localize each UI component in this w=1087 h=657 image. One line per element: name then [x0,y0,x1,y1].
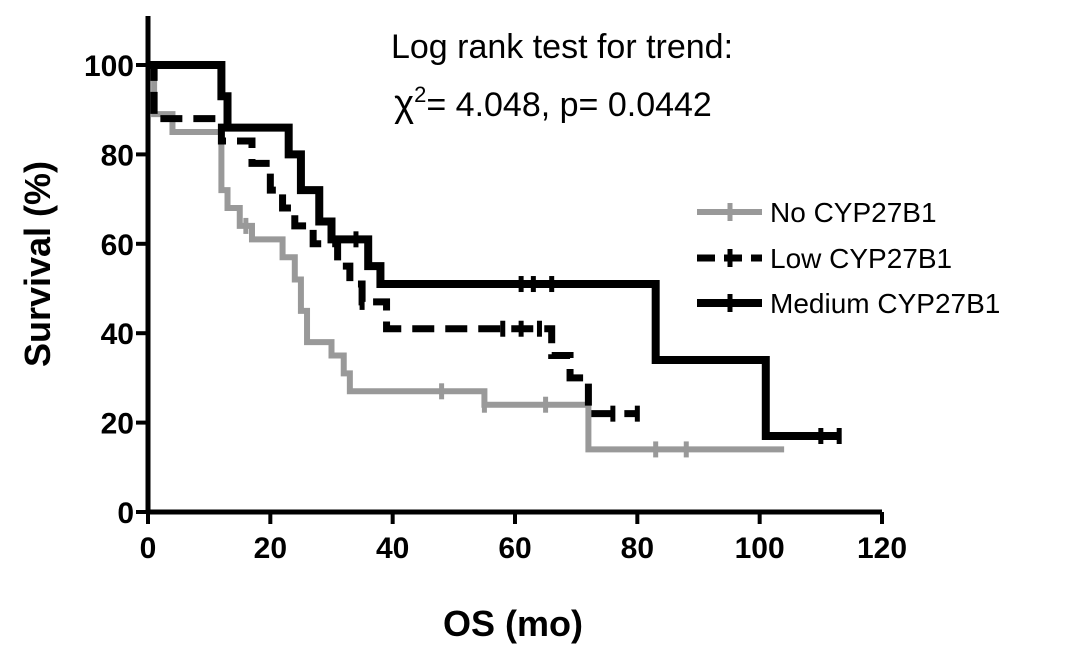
series-line-2 [148,61,840,441]
x-tick-label-0: 0 [140,532,157,565]
annotation-stat: = 4.048, p= 0.0442 [426,86,711,124]
y-tick-label-5: 100 [84,50,134,83]
legend-label-0: No CYP27B1 [770,197,937,228]
x-axis-title: OS (mo) [443,603,583,644]
annotation-line2: χ2= 4.048, p= 0.0442 [394,82,712,125]
legend-item-0: No CYP27B1 [697,197,937,228]
series-1 [148,61,640,422]
legend-item-1: Low CYP27B1 [697,243,952,274]
chi-symbol: χ [394,83,414,125]
y-tick-label-0: 0 [117,497,134,530]
legend-label-1: Low CYP27B1 [770,243,952,274]
legend: No CYP27B1 Low CYP27B1 Medium CYP27B1 [697,197,1000,319]
x-tick-label-5: 100 [735,532,785,565]
y-tick-label-3: 60 [101,229,134,262]
legend-label-2: Medium CYP27B1 [770,288,1000,319]
y-tick-label-2: 40 [101,318,134,351]
chi-superscript: 2 [414,82,426,107]
ticks: 0 20 40 60 80 100 120 0 20 40 60 80 100 [84,50,907,565]
x-tick-label-4: 80 [621,532,654,565]
x-tick-label-1: 20 [254,532,287,565]
y-tick-label-1: 20 [101,408,134,441]
series-2 [148,61,842,445]
series-line-1 [148,61,638,418]
x-tick-label-6: 120 [857,532,907,565]
series-layer [148,61,842,458]
annotation-line1: Log rank test for trend: [391,28,733,66]
y-tick-label-4: 80 [101,139,134,172]
y-axis-title: Survival (%) [17,161,58,367]
legend-item-2: Medium CYP27B1 [697,288,1000,319]
annotation: Log rank test for trend: χ2= 4.048, p= 0… [391,28,733,125]
x-tick-label-2: 40 [376,532,409,565]
x-tick-label-3: 60 [498,532,531,565]
